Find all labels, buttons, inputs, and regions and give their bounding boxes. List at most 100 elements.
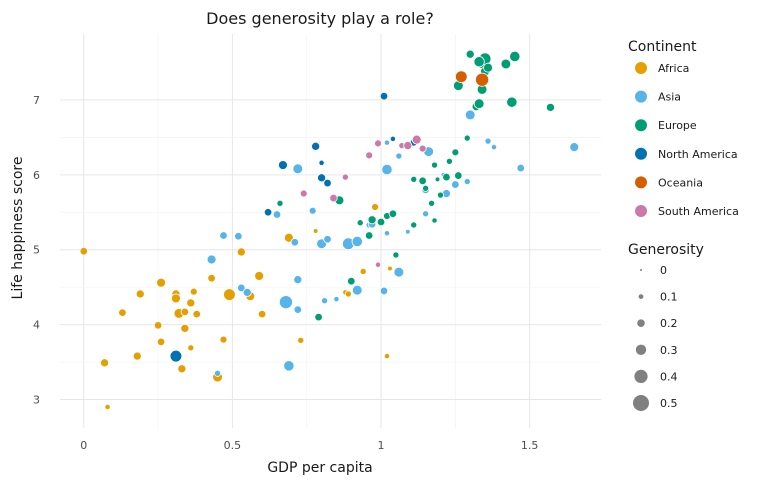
data-point xyxy=(206,254,217,265)
data-point xyxy=(283,360,295,372)
data-point xyxy=(436,191,444,199)
y-tick-label: 6 xyxy=(33,169,40,182)
data-point xyxy=(329,193,338,203)
data-point xyxy=(422,184,430,192)
data-point xyxy=(383,353,391,360)
data-point xyxy=(187,344,195,352)
data-point xyxy=(180,323,190,333)
data-point xyxy=(418,144,427,153)
legend-size-label: 0 xyxy=(660,264,667,277)
legend-swatch xyxy=(635,205,647,217)
data-point xyxy=(180,307,190,317)
y-axis-title: Life happiness score xyxy=(10,157,26,300)
data-point xyxy=(483,62,493,73)
y-tick-label: 3 xyxy=(33,394,40,407)
legend-swatch xyxy=(635,147,647,160)
data-point xyxy=(153,321,163,330)
data-point xyxy=(79,247,88,256)
data-point xyxy=(509,50,521,63)
data-point xyxy=(454,70,468,83)
data-point xyxy=(312,228,319,234)
x-axis-title: GDP per capita xyxy=(267,460,372,476)
data-point xyxy=(389,135,397,142)
data-point xyxy=(410,221,418,229)
data-point xyxy=(383,139,391,146)
data-point xyxy=(381,163,393,176)
grid-lines xyxy=(60,34,601,428)
x-tick-label: 0.5 xyxy=(224,439,242,452)
generosity-legend: Generosity 0 0.1 0.2 0.3 0.4 0.5 xyxy=(628,242,704,411)
legend-label: Asia xyxy=(658,91,681,104)
data-point xyxy=(371,203,380,211)
data-point xyxy=(454,171,463,180)
continent-legend-title: Continent xyxy=(628,39,697,55)
data-point xyxy=(323,178,332,188)
data-point xyxy=(410,175,418,183)
continent-legend: Continent Africa Asia Europe North America O… xyxy=(628,39,739,218)
data-point xyxy=(445,157,453,165)
data-point xyxy=(473,56,485,68)
data-point xyxy=(132,351,142,361)
data-points xyxy=(79,49,580,411)
data-point xyxy=(463,178,471,186)
x-tick-label: 0 xyxy=(80,439,87,452)
y-tick-label: 5 xyxy=(33,244,40,257)
data-point xyxy=(475,72,490,87)
legend-swatch xyxy=(635,62,647,74)
data-point xyxy=(516,163,525,173)
data-point xyxy=(192,309,201,319)
data-point xyxy=(388,209,398,218)
y-axis-ticks: 3 4 5 6 7 xyxy=(33,94,40,407)
data-point xyxy=(403,141,413,151)
data-point xyxy=(364,231,374,240)
data-point xyxy=(234,232,243,241)
x-axis-ticks: 0 0.5 1 1.5 xyxy=(80,439,538,452)
legend-size-swatch xyxy=(640,269,642,271)
data-point xyxy=(569,142,580,153)
data-point xyxy=(367,215,377,225)
data-point xyxy=(431,161,439,169)
data-point xyxy=(236,247,246,257)
legend-label: Europe xyxy=(658,119,697,132)
data-point xyxy=(404,228,411,235)
data-point xyxy=(442,172,451,182)
data-point xyxy=(293,275,303,285)
data-point xyxy=(186,298,196,308)
data-point xyxy=(156,277,166,288)
data-point xyxy=(219,335,228,344)
data-point xyxy=(278,160,288,170)
data-point xyxy=(219,231,228,240)
legend-size-label: 0.5 xyxy=(660,397,678,410)
data-point xyxy=(359,267,367,275)
data-point xyxy=(297,336,305,344)
data-point xyxy=(374,139,382,148)
data-point xyxy=(290,238,300,247)
data-point xyxy=(318,159,325,166)
data-point xyxy=(356,219,364,227)
legend-size-label: 0.1 xyxy=(660,291,678,304)
data-point xyxy=(293,305,303,314)
legend-size-swatch xyxy=(635,344,647,355)
data-point xyxy=(308,206,317,215)
data-point xyxy=(321,297,329,305)
data-point xyxy=(341,173,349,181)
data-point xyxy=(276,199,284,207)
legend-swatch xyxy=(635,90,647,103)
data-point xyxy=(463,134,471,142)
generosity-legend-title: Generosity xyxy=(628,242,704,258)
y-tick-label: 7 xyxy=(33,94,40,107)
data-point xyxy=(311,141,321,151)
data-point xyxy=(171,293,181,304)
data-point xyxy=(189,287,198,296)
data-point xyxy=(379,286,389,296)
data-point xyxy=(464,109,476,121)
data-point xyxy=(254,271,265,281)
data-point xyxy=(465,49,475,59)
data-point xyxy=(451,180,460,189)
data-point xyxy=(490,144,498,151)
data-point xyxy=(242,287,252,297)
data-point xyxy=(317,173,327,183)
legend-swatch xyxy=(635,176,647,189)
data-point xyxy=(434,176,441,183)
